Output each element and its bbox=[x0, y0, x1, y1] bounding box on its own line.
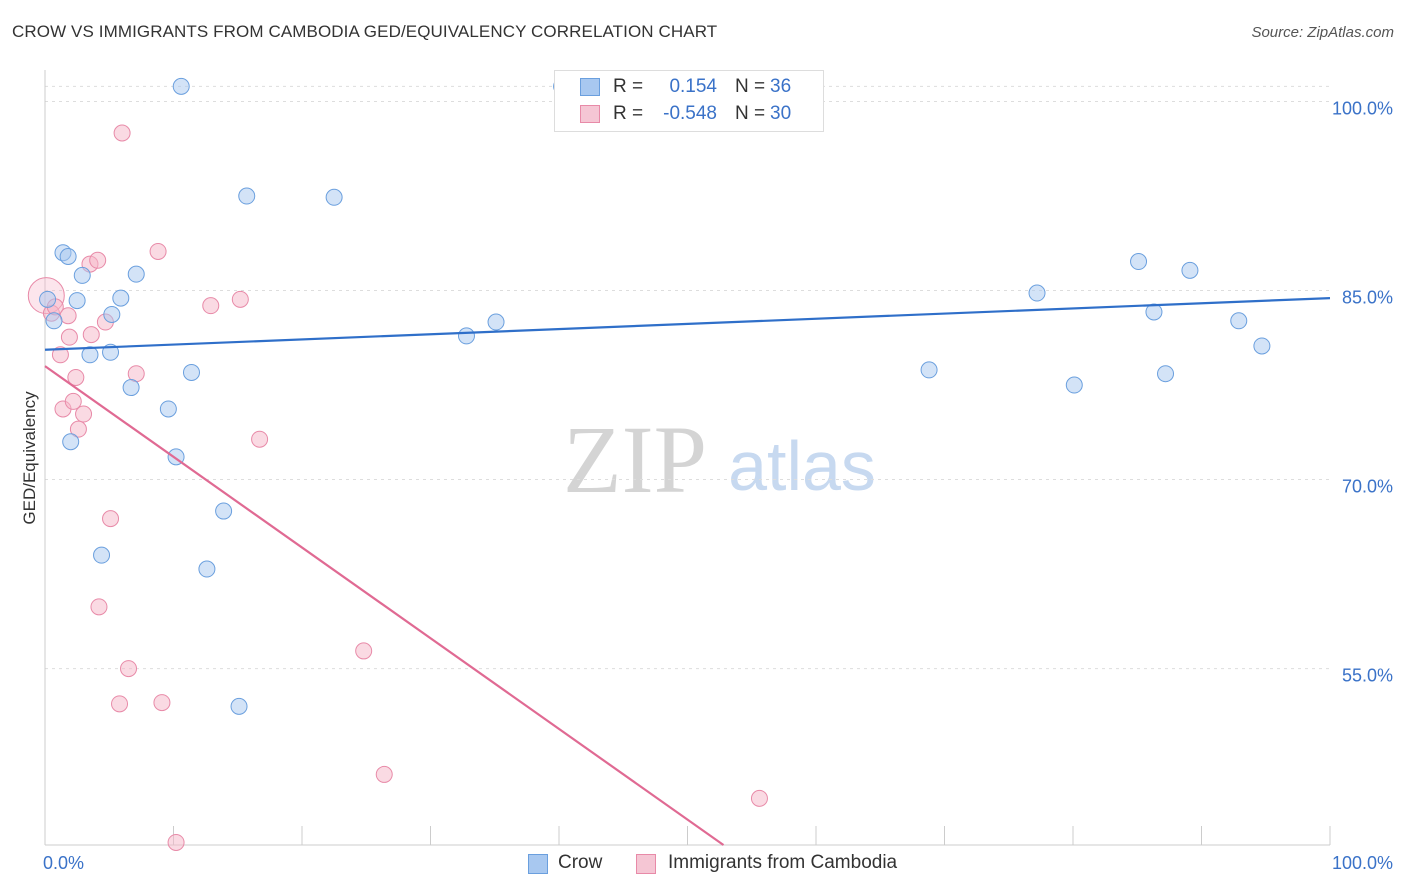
cambodia-point bbox=[251, 430, 269, 448]
crow-point bbox=[45, 312, 63, 330]
crow-point bbox=[182, 363, 200, 381]
cambodia-point bbox=[89, 251, 107, 269]
cambodia-point bbox=[51, 346, 69, 364]
legend-n-value: 30 bbox=[770, 103, 792, 124]
crow-point bbox=[1230, 312, 1248, 330]
cambodia-point bbox=[231, 290, 249, 308]
cambodia-point bbox=[82, 326, 100, 344]
crow-point bbox=[112, 289, 130, 307]
watermark: ZIP atlas bbox=[563, 406, 876, 513]
crow-point bbox=[103, 305, 121, 323]
axes bbox=[44, 70, 1331, 846]
x-tick-label-max: 100.0% bbox=[1332, 853, 1393, 873]
crow-point bbox=[159, 400, 177, 418]
cambodia-point bbox=[120, 660, 138, 678]
x-tick-label-min: 0.0% bbox=[43, 853, 84, 873]
crow-point bbox=[215, 502, 233, 520]
crow-point bbox=[1157, 365, 1175, 383]
crow-trendline bbox=[44, 296, 1331, 351]
legend-n-label: N = bbox=[735, 103, 766, 124]
cambodia-trendline bbox=[44, 365, 725, 846]
crow-point bbox=[93, 546, 111, 564]
series-legend: Crow Immigrants from Cambodia bbox=[0, 852, 1406, 878]
cambodia-point bbox=[113, 124, 131, 142]
cambodia-point bbox=[64, 392, 82, 410]
cambodia-point bbox=[90, 598, 108, 616]
crow-point bbox=[198, 560, 216, 578]
series-swatch-crow bbox=[528, 854, 548, 874]
crow-point bbox=[122, 379, 140, 397]
watermark-atlas: atlas bbox=[728, 427, 876, 505]
legend-swatch-crow bbox=[580, 78, 600, 96]
legend-row-cambodia: R = -0.548 N = 30 bbox=[555, 102, 823, 128]
cambodia-point bbox=[375, 765, 393, 783]
cambodia-point bbox=[355, 642, 373, 660]
series-label-crow: Crow bbox=[558, 852, 603, 873]
crow-point bbox=[68, 292, 86, 310]
correlation-legend: R = 0.154 N = 36 R = -0.548 N = 30 bbox=[554, 70, 824, 132]
crow-point bbox=[73, 266, 91, 284]
legend-row-crow: R = 0.154 N = 36 bbox=[555, 75, 823, 101]
crow-point bbox=[172, 77, 190, 95]
watermark-zip: ZIP bbox=[563, 406, 707, 513]
legend-n-label: N = bbox=[735, 76, 766, 97]
cambodia-point bbox=[750, 789, 768, 807]
crow-point bbox=[127, 265, 145, 283]
crow-point bbox=[325, 188, 343, 206]
y-axis-label: GED/Equivalency bbox=[20, 391, 39, 525]
legend-r-label: R = bbox=[613, 76, 644, 97]
crow-point bbox=[62, 433, 80, 451]
crow-point bbox=[1065, 376, 1083, 394]
data-points bbox=[27, 77, 1271, 851]
crow-point bbox=[1181, 261, 1199, 279]
cambodia-point bbox=[60, 328, 78, 346]
source-label: Source: ZipAtlas.com bbox=[1251, 24, 1394, 41]
legend-r-value: -0.548 bbox=[663, 103, 717, 124]
crow-point bbox=[457, 327, 475, 345]
y-tick-label: 100.0% bbox=[1332, 99, 1393, 119]
cambodia-point bbox=[153, 694, 171, 712]
cambodia-point bbox=[69, 420, 87, 438]
series-label-cambodia: Immigrants from Cambodia bbox=[668, 852, 898, 873]
chart-title: CROW VS IMMIGRANTS FROM CAMBODIA GED/EQU… bbox=[12, 22, 718, 41]
y-tick-label: 55.0% bbox=[1342, 666, 1393, 686]
crow-point bbox=[920, 361, 938, 379]
crow-point bbox=[1130, 253, 1148, 271]
legend-r-value: 0.154 bbox=[669, 76, 717, 97]
crow-point bbox=[1145, 303, 1163, 321]
trendlines bbox=[44, 296, 1331, 846]
crow-point bbox=[1028, 284, 1046, 302]
legend-r-label: R = bbox=[613, 103, 644, 124]
cambodia-point bbox=[59, 307, 77, 325]
legend-n-value: 36 bbox=[770, 76, 792, 97]
series-swatch-cambodia bbox=[636, 854, 656, 874]
y-tick-label: 70.0% bbox=[1342, 477, 1393, 497]
cambodia-point bbox=[149, 242, 167, 260]
cambodia-point bbox=[202, 297, 220, 315]
crow-point bbox=[1253, 337, 1271, 355]
crow-point bbox=[238, 187, 256, 205]
crow-point bbox=[81, 346, 99, 364]
y-tick-label: 85.0% bbox=[1342, 288, 1393, 308]
cambodia-point bbox=[111, 695, 129, 713]
cambodia-point bbox=[75, 405, 93, 423]
legend-swatch-cambodia bbox=[580, 105, 600, 123]
crow-point bbox=[487, 313, 505, 331]
crow-point bbox=[59, 248, 77, 266]
cambodia-point bbox=[167, 833, 185, 851]
cambodia-point bbox=[67, 368, 85, 386]
tick-labels: 55.0% 70.0% 85.0% 100.0% 0.0% 100.0% bbox=[43, 99, 1393, 873]
crow-point bbox=[230, 697, 248, 715]
crow-point bbox=[39, 290, 57, 308]
gridlines bbox=[45, 85, 1330, 670]
cambodia-point bbox=[102, 510, 120, 528]
